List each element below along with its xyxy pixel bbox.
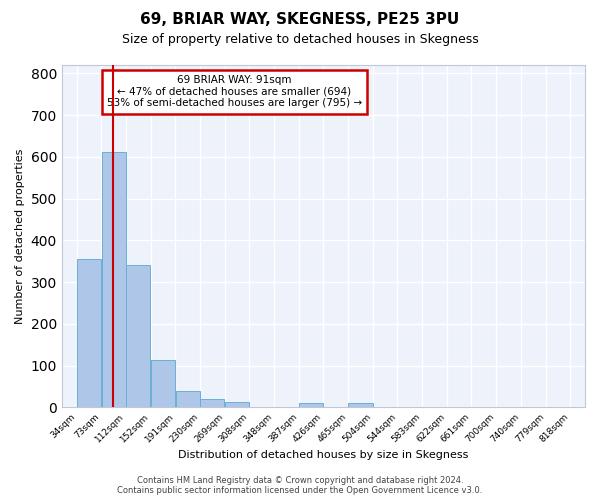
X-axis label: Distribution of detached houses by size in Skegness: Distribution of detached houses by size … <box>178 450 469 460</box>
Text: Size of property relative to detached houses in Skegness: Size of property relative to detached ho… <box>122 32 478 46</box>
Bar <box>225 402 249 407</box>
Bar <box>176 391 200 407</box>
Bar <box>151 360 175 408</box>
Bar <box>77 259 101 408</box>
Text: 69 BRIAR WAY: 91sqm
← 47% of detached houses are smaller (694)
53% of semi-detac: 69 BRIAR WAY: 91sqm ← 47% of detached ho… <box>107 76 362 108</box>
Bar <box>126 266 151 408</box>
Text: Contains HM Land Registry data © Crown copyright and database right 2024.
Contai: Contains HM Land Registry data © Crown c… <box>118 476 482 495</box>
Bar <box>299 404 323 407</box>
Bar <box>101 152 126 407</box>
Bar <box>200 399 224 407</box>
Bar <box>349 404 373 407</box>
Text: 69, BRIAR WAY, SKEGNESS, PE25 3PU: 69, BRIAR WAY, SKEGNESS, PE25 3PU <box>140 12 460 28</box>
Y-axis label: Number of detached properties: Number of detached properties <box>15 148 25 324</box>
